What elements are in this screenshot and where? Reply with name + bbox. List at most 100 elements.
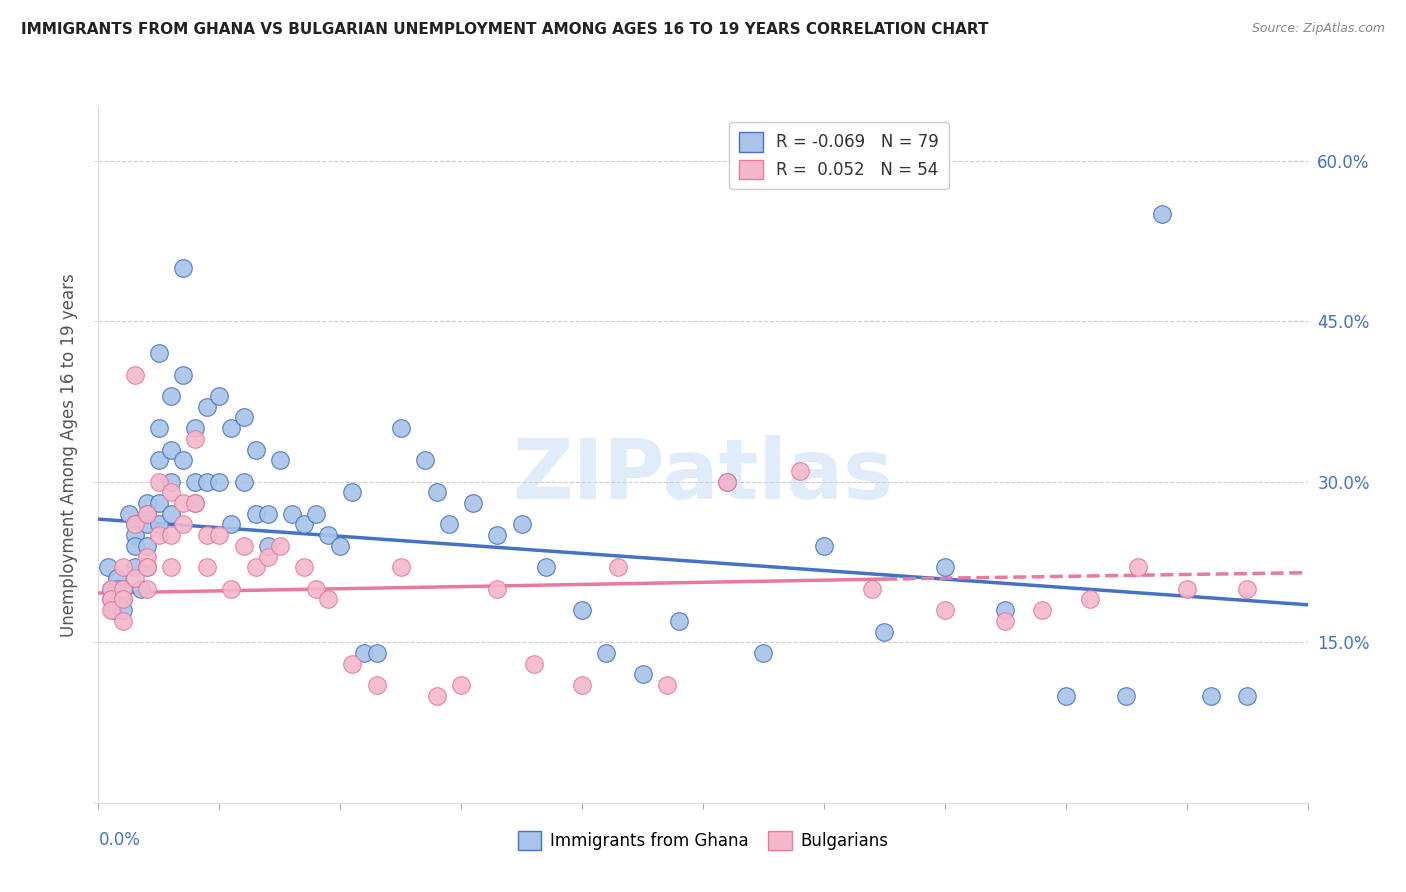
Point <box>1199 689 1222 703</box>
Point <box>124 517 146 532</box>
Point <box>100 582 122 596</box>
Point <box>135 560 157 574</box>
Point <box>1175 582 1198 596</box>
Point <box>195 528 218 542</box>
Point <box>135 507 157 521</box>
Point <box>135 582 157 596</box>
Point <box>160 389 183 403</box>
Point <box>221 582 243 596</box>
Point <box>437 517 460 532</box>
Point <box>101 603 124 617</box>
Point <box>129 582 152 596</box>
Point <box>135 539 157 553</box>
Point <box>184 496 207 510</box>
Point <box>160 560 183 574</box>
Point <box>873 624 896 639</box>
Point <box>316 528 339 542</box>
Point <box>316 592 339 607</box>
Point <box>105 582 128 596</box>
Point <box>269 539 291 553</box>
Point <box>292 517 315 532</box>
Point <box>184 496 207 510</box>
Point <box>195 400 218 414</box>
Point <box>97 560 120 574</box>
Text: Source: ZipAtlas.com: Source: ZipAtlas.com <box>1251 22 1385 36</box>
Point <box>124 528 146 542</box>
Point <box>342 657 364 671</box>
Point <box>118 507 141 521</box>
Point <box>668 614 690 628</box>
Point <box>1236 689 1258 703</box>
Point <box>789 464 811 478</box>
Point <box>994 614 1017 628</box>
Point <box>1054 689 1077 703</box>
Point <box>105 571 128 585</box>
Point <box>100 592 122 607</box>
Point <box>135 560 157 574</box>
Point <box>1115 689 1137 703</box>
Point <box>160 528 183 542</box>
Y-axis label: Unemployment Among Ages 16 to 19 years: Unemployment Among Ages 16 to 19 years <box>59 273 77 637</box>
Point <box>486 528 509 542</box>
Point <box>195 560 218 574</box>
Point <box>655 678 678 692</box>
Point <box>486 582 509 596</box>
Point <box>305 582 328 596</box>
Point <box>148 421 170 435</box>
Point <box>813 539 835 553</box>
Point <box>463 496 485 510</box>
Text: IMMIGRANTS FROM GHANA VS BULGARIAN UNEMPLOYMENT AMONG AGES 16 TO 19 YEARS CORREL: IMMIGRANTS FROM GHANA VS BULGARIAN UNEMP… <box>21 22 988 37</box>
Point <box>595 646 617 660</box>
Point <box>100 603 122 617</box>
Point <box>172 517 194 532</box>
Point <box>124 571 146 585</box>
Point <box>148 453 170 467</box>
Point <box>208 389 231 403</box>
Point <box>389 421 412 435</box>
Point <box>426 689 449 703</box>
Point <box>208 528 231 542</box>
Point <box>510 517 533 532</box>
Legend: Immigrants from Ghana, Bulgarians: Immigrants from Ghana, Bulgarians <box>512 824 894 857</box>
Point <box>172 496 194 510</box>
Point <box>160 507 183 521</box>
Point <box>111 582 134 596</box>
Point <box>184 421 207 435</box>
Point <box>195 475 218 489</box>
Point <box>523 657 546 671</box>
Point <box>221 421 243 435</box>
Point <box>135 517 157 532</box>
Point <box>124 539 146 553</box>
Point <box>160 442 183 457</box>
Point <box>100 582 122 596</box>
Point <box>245 442 267 457</box>
Point <box>135 549 157 564</box>
Point <box>716 475 738 489</box>
Point <box>232 410 254 425</box>
Point <box>1152 207 1174 221</box>
Point <box>329 539 352 553</box>
Point <box>256 539 278 553</box>
Point <box>534 560 557 574</box>
Point <box>135 507 157 521</box>
Point <box>221 517 243 532</box>
Point <box>184 432 207 446</box>
Point <box>124 560 146 574</box>
Point <box>111 560 134 574</box>
Point <box>413 453 436 467</box>
Point <box>148 475 170 489</box>
Point <box>100 592 122 607</box>
Point <box>172 260 194 275</box>
Point <box>934 560 956 574</box>
Point <box>1078 592 1101 607</box>
Point <box>1128 560 1150 574</box>
Point <box>124 368 146 382</box>
Text: 0.0%: 0.0% <box>98 830 141 848</box>
Point <box>111 592 134 607</box>
Point <box>124 517 146 532</box>
Point <box>160 475 183 489</box>
Point <box>245 507 267 521</box>
Point <box>148 517 170 532</box>
Point <box>366 646 388 660</box>
Point <box>292 560 315 574</box>
